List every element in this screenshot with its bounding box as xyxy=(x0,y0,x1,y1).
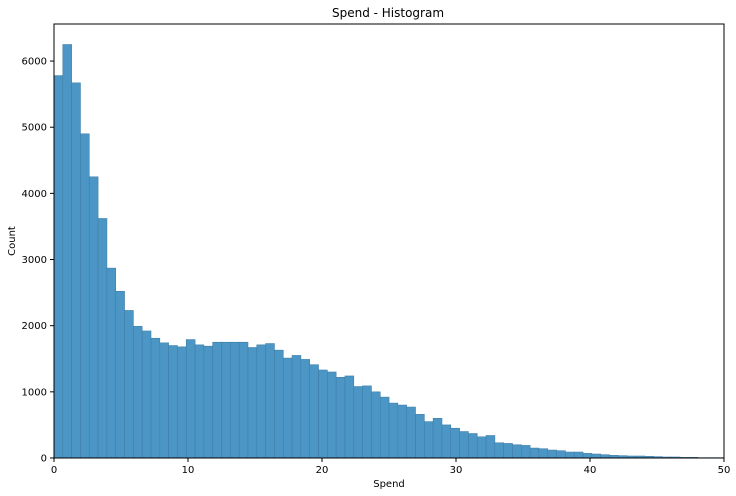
histogram-bar xyxy=(406,406,416,459)
histogram-bar xyxy=(565,451,575,459)
histogram-bar xyxy=(512,444,522,459)
histogram-bar xyxy=(441,424,452,459)
histogram-bar xyxy=(230,341,240,459)
histogram-bar xyxy=(133,326,143,459)
y-axis-label: Count xyxy=(7,226,18,256)
plot-frame xyxy=(53,23,725,459)
histogram-bar xyxy=(256,344,266,459)
histogram-bar xyxy=(362,385,372,459)
histogram-bar xyxy=(582,453,593,459)
histogram-bar xyxy=(415,414,425,459)
histogram-bar xyxy=(476,436,487,459)
y-tick-label: 1000 xyxy=(22,387,47,398)
x-tick-label: 30 xyxy=(450,465,463,476)
histogram-bar xyxy=(485,435,496,459)
histogram-bar xyxy=(538,448,549,459)
histogram-bar xyxy=(327,371,337,459)
histogram-bar xyxy=(529,447,540,459)
histogram-bar xyxy=(432,418,443,459)
histogram-bar xyxy=(344,375,355,459)
x-tick-label: 20 xyxy=(316,465,329,476)
histogram-bar xyxy=(397,404,407,459)
y-tick-label: 2000 xyxy=(22,321,47,332)
histogram-bar xyxy=(221,341,231,459)
x-tick-label: 40 xyxy=(584,465,597,476)
histogram-bar xyxy=(62,44,72,459)
y-tick-label: 6000 xyxy=(22,57,47,68)
histogram-bar xyxy=(177,346,187,459)
histogram-bar xyxy=(468,433,478,459)
histogram-bar xyxy=(494,442,504,459)
y-tick-label: 0 xyxy=(41,454,47,465)
histogram-bar xyxy=(124,310,134,459)
histogram-bar xyxy=(388,402,399,459)
histogram-bar xyxy=(212,341,222,459)
y-tick-label: 3000 xyxy=(22,255,47,266)
histogram-bar xyxy=(238,341,249,459)
y-tick-label: 5000 xyxy=(22,123,47,134)
histogram-bar xyxy=(274,349,284,459)
histogram-bar xyxy=(459,431,469,459)
histogram-bar xyxy=(556,450,566,459)
y-tick-label: 4000 xyxy=(22,189,47,200)
histogram-bar xyxy=(80,133,90,459)
histogram-bar xyxy=(150,337,161,459)
histogram-bar xyxy=(335,376,346,459)
histogram-bar xyxy=(450,427,460,459)
x-axis-ticks: 0 10 20 30 40 50 xyxy=(51,458,731,476)
histogram-bar xyxy=(300,359,310,459)
histogram-bar xyxy=(309,364,319,459)
histogram-bar xyxy=(141,330,152,459)
y-axis-ticks: 0 1000 2000 3000 4000 5000 6000 xyxy=(22,57,54,465)
histogram-bar xyxy=(265,343,275,459)
histogram-bar xyxy=(168,345,178,459)
histogram-bar xyxy=(185,339,196,459)
histogram-bar xyxy=(203,345,214,459)
histogram-bar xyxy=(106,267,117,459)
histogram-bar xyxy=(53,75,64,459)
histogram-bar xyxy=(97,218,108,459)
histogram-bar xyxy=(591,453,601,459)
histogram-bar xyxy=(159,342,169,459)
histogram-bar xyxy=(424,421,434,459)
chart-title: Spend - Histogram xyxy=(332,6,444,20)
histogram-bar xyxy=(503,443,513,459)
histogram-bar xyxy=(282,357,293,459)
histogram-bar xyxy=(521,445,531,459)
histogram-bar xyxy=(371,391,381,459)
histogram-bar xyxy=(353,386,363,459)
histogram-bar xyxy=(71,82,81,459)
histogram-bar xyxy=(379,396,390,459)
histogram-bar xyxy=(194,344,205,459)
histogram-bar xyxy=(547,449,557,459)
histogram-bar xyxy=(115,290,125,459)
histogram-bar xyxy=(318,369,328,459)
x-tick-label: 0 xyxy=(51,465,57,476)
histogram-bar xyxy=(573,451,584,459)
histogram-bar xyxy=(247,347,258,459)
histogram-bar xyxy=(291,355,302,459)
x-tick-label: 50 xyxy=(718,465,731,476)
x-tick-label: 10 xyxy=(182,465,195,476)
histogram-bar xyxy=(88,176,99,459)
x-axis-label: Spend xyxy=(373,479,405,490)
